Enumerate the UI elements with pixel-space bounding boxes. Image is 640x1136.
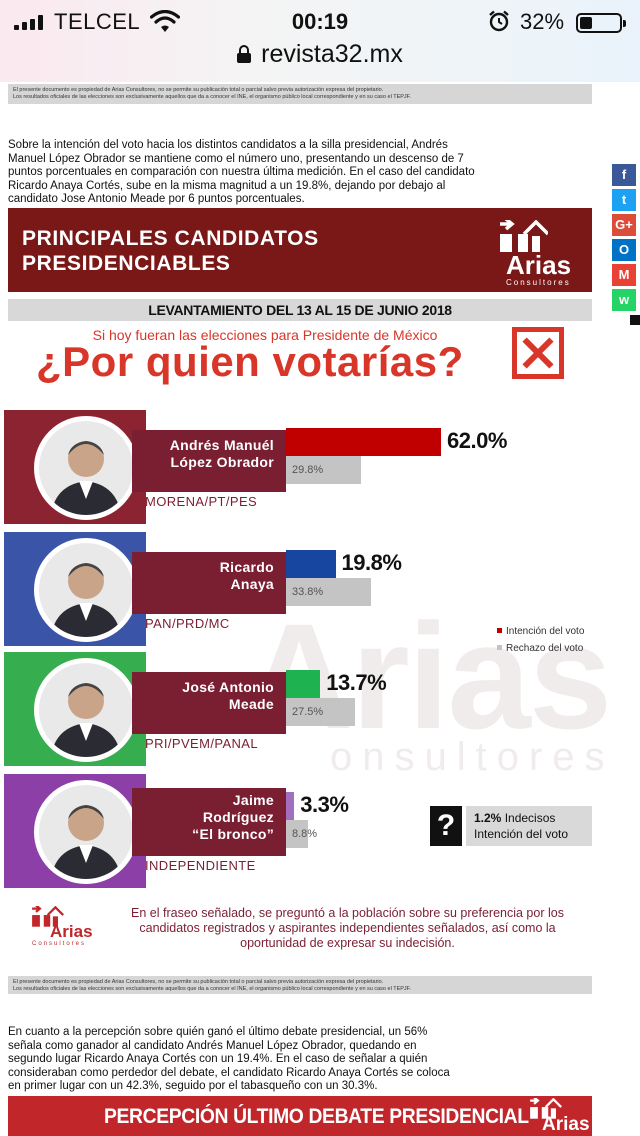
logo-sub: Consultores bbox=[32, 941, 87, 947]
legend-item-intention: Intención del voto bbox=[497, 626, 584, 637]
debate-banner: PERCEPCIÓN ÚLTIMO DEBATE PRESIDENCIAL Ar… bbox=[8, 1096, 592, 1136]
undecided-info: 1.2% Indecisos Intención del voto bbox=[466, 806, 592, 846]
debate-banner-title: PERCEPCIÓN ÚLTIMO DEBATE PRESIDENCIAL bbox=[104, 1105, 529, 1128]
candidate-party: PRI/PVEM/PANAL bbox=[145, 736, 259, 751]
arias-logo-small: Arias Consultores bbox=[30, 906, 100, 950]
candidate-name: Jaime Rodríguez “El bronco” bbox=[132, 788, 286, 856]
candidate-name-line: Andrés Manuél bbox=[169, 437, 274, 453]
logo-name: Arias bbox=[506, 250, 572, 280]
legend-item-rejection: Rechazo del voto bbox=[497, 643, 583, 654]
intro-paragraph: Sobre la intención del voto hacia los di… bbox=[8, 139, 475, 205]
address-bar[interactable]: revista32.mx bbox=[0, 40, 640, 69]
candidate-name-line: Meade bbox=[228, 696, 274, 712]
candidate-party: MORENA/PT/PES bbox=[145, 494, 258, 509]
logo-sub: Consultores bbox=[506, 278, 571, 287]
candidate-photo bbox=[34, 658, 138, 762]
disclaimer-line: Los resultados oficiales de las eleccion… bbox=[13, 94, 411, 100]
arias-logo-icon bbox=[32, 906, 64, 927]
survey-dates: LEVANTAMIENTO DEL 13 AL 15 DE JUNIO 2018 bbox=[8, 299, 592, 321]
disclaimer-line: Los resultados oficiales de las eleccion… bbox=[13, 986, 411, 992]
candidate-party: PAN/PRD/MC bbox=[145, 616, 230, 631]
arias-logo-icon bbox=[530, 1098, 562, 1119]
lock-icon bbox=[237, 45, 252, 63]
title-line: PRESIDENCIABLES bbox=[22, 252, 231, 275]
infographic-title: PRINCIPALES CANDIDATOS PRESIDENCIABLES bbox=[22, 226, 319, 276]
disclaimer-line: El presente documento es propiedad de Ar… bbox=[13, 979, 384, 985]
arias-logo-icon bbox=[500, 220, 548, 252]
twitter-icon[interactable]: t bbox=[612, 189, 636, 211]
logo-name: Arias bbox=[50, 922, 93, 941]
candidate-name-line: Rodríguez bbox=[202, 809, 274, 825]
question-small: Si hoy fueran las elecciones para Presid… bbox=[92, 327, 438, 343]
disclaimer-top: El presente documento es propiedad de Ar… bbox=[8, 84, 592, 104]
rejection-bar: 29.8% bbox=[286, 456, 361, 484]
candidate-name-line: López Obrador bbox=[170, 454, 274, 470]
battery-level bbox=[580, 17, 593, 29]
candidate-name-line: José Antonio bbox=[182, 679, 274, 695]
intention-value-label: 19.8% bbox=[341, 550, 402, 575]
arias-logo-banner: Arias bbox=[528, 1098, 590, 1135]
gmail-icon[interactable]: M bbox=[612, 264, 636, 286]
undecided-sub: Intención del voto bbox=[474, 827, 569, 841]
signal-icon bbox=[14, 14, 43, 30]
arias-logo: Arias Consultores bbox=[498, 220, 588, 287]
rejection-bar: 27.5% bbox=[286, 698, 355, 726]
clock: 00:19 bbox=[291, 9, 349, 34]
outlook-icon[interactable]: O bbox=[612, 239, 636, 261]
question-mark-icon: ? bbox=[430, 806, 462, 846]
rejection-bar: 8.8% bbox=[286, 820, 317, 848]
facebook-icon[interactable]: f bbox=[612, 164, 636, 186]
google-plus-icon[interactable]: G+ bbox=[612, 214, 636, 236]
battery-percentage: 32% bbox=[520, 9, 565, 34]
whatsapp-icon[interactable]: w bbox=[612, 289, 636, 311]
title-line: PRINCIPALES CANDIDATOS bbox=[22, 227, 319, 250]
rejection-bar: 33.8% bbox=[286, 578, 371, 606]
candidate-row: Andrés Manuél López Obrador MORENA/PT/PES bbox=[4, 410, 286, 524]
candidate-name-line: Anaya bbox=[230, 576, 274, 592]
disclaimer-bottom: El presente documento es propiedad de Ar… bbox=[8, 976, 592, 994]
carrier-label: TELCEL bbox=[54, 9, 141, 34]
legend-label: Rechazo del voto bbox=[506, 643, 584, 654]
candidate-photo bbox=[34, 538, 138, 642]
debate-paragraph: En cuanto a la percepción sobre quién ga… bbox=[8, 1026, 450, 1092]
intention-value-label: 13.7% bbox=[326, 670, 387, 695]
candidate-row: José Antonio Meade PRI/PVEM/PANAL bbox=[4, 652, 286, 766]
candidate-row: Ricardo Anaya PAN/PRD/MC bbox=[4, 532, 286, 646]
undecided-value: 1.2% bbox=[474, 811, 502, 825]
watermark-sub: onsultores bbox=[330, 735, 615, 779]
intention-value-label: 62.0% bbox=[447, 428, 507, 453]
infographic-header: PRINCIPALES CANDIDATOS PRESIDENCIABLES A… bbox=[8, 208, 592, 292]
alarm-icon bbox=[489, 10, 509, 32]
candidate-row: Jaime Rodríguez “El bronco” INDEPENDIENTE bbox=[4, 774, 286, 888]
url-text: revista32.mx bbox=[261, 40, 403, 68]
intention-bar bbox=[286, 792, 295, 820]
undecided-box: ? 1.2% Indecisos Intención del voto bbox=[430, 806, 592, 846]
intention-bar bbox=[286, 670, 321, 698]
wifi-icon bbox=[150, 10, 180, 32]
ballot-x-icon bbox=[512, 327, 564, 379]
candidate-name: Ricardo Anaya bbox=[132, 552, 286, 614]
undecided-label: Indecisos bbox=[504, 811, 556, 825]
logo-name: Arias bbox=[542, 1114, 590, 1135]
status-bar: TELCEL 00:19 32% bbox=[0, 8, 640, 36]
candidate-photo bbox=[34, 416, 138, 520]
intention-value-label: 3.3% bbox=[300, 792, 349, 817]
candidate-name-line: Ricardo bbox=[219, 559, 274, 575]
share-more-icon[interactable] bbox=[630, 315, 640, 325]
browser-top-bar: TELCEL 00:19 32% revista32.mx bbox=[0, 0, 640, 82]
question-big: ¿Por quien votarías? bbox=[36, 338, 464, 385]
candidate-name: Andrés Manuél López Obrador bbox=[132, 430, 286, 492]
intention-bar bbox=[286, 428, 441, 456]
battery-icon bbox=[576, 13, 626, 33]
candidate-photo bbox=[34, 780, 138, 884]
candidate-name: José Antonio Meade bbox=[132, 672, 286, 734]
candidate-name-line: “El bronco” bbox=[192, 826, 274, 842]
legend-label: Intención del voto bbox=[506, 626, 585, 637]
disclaimer-line: El presente documento es propiedad de Ar… bbox=[13, 87, 384, 93]
candidate-party: INDEPENDIENTE bbox=[145, 858, 256, 873]
methodology-note: En el fraseo señalado, se preguntó a la … bbox=[131, 906, 564, 950]
candidate-name-line: Jaime bbox=[232, 792, 274, 808]
intention-bar bbox=[286, 550, 336, 578]
